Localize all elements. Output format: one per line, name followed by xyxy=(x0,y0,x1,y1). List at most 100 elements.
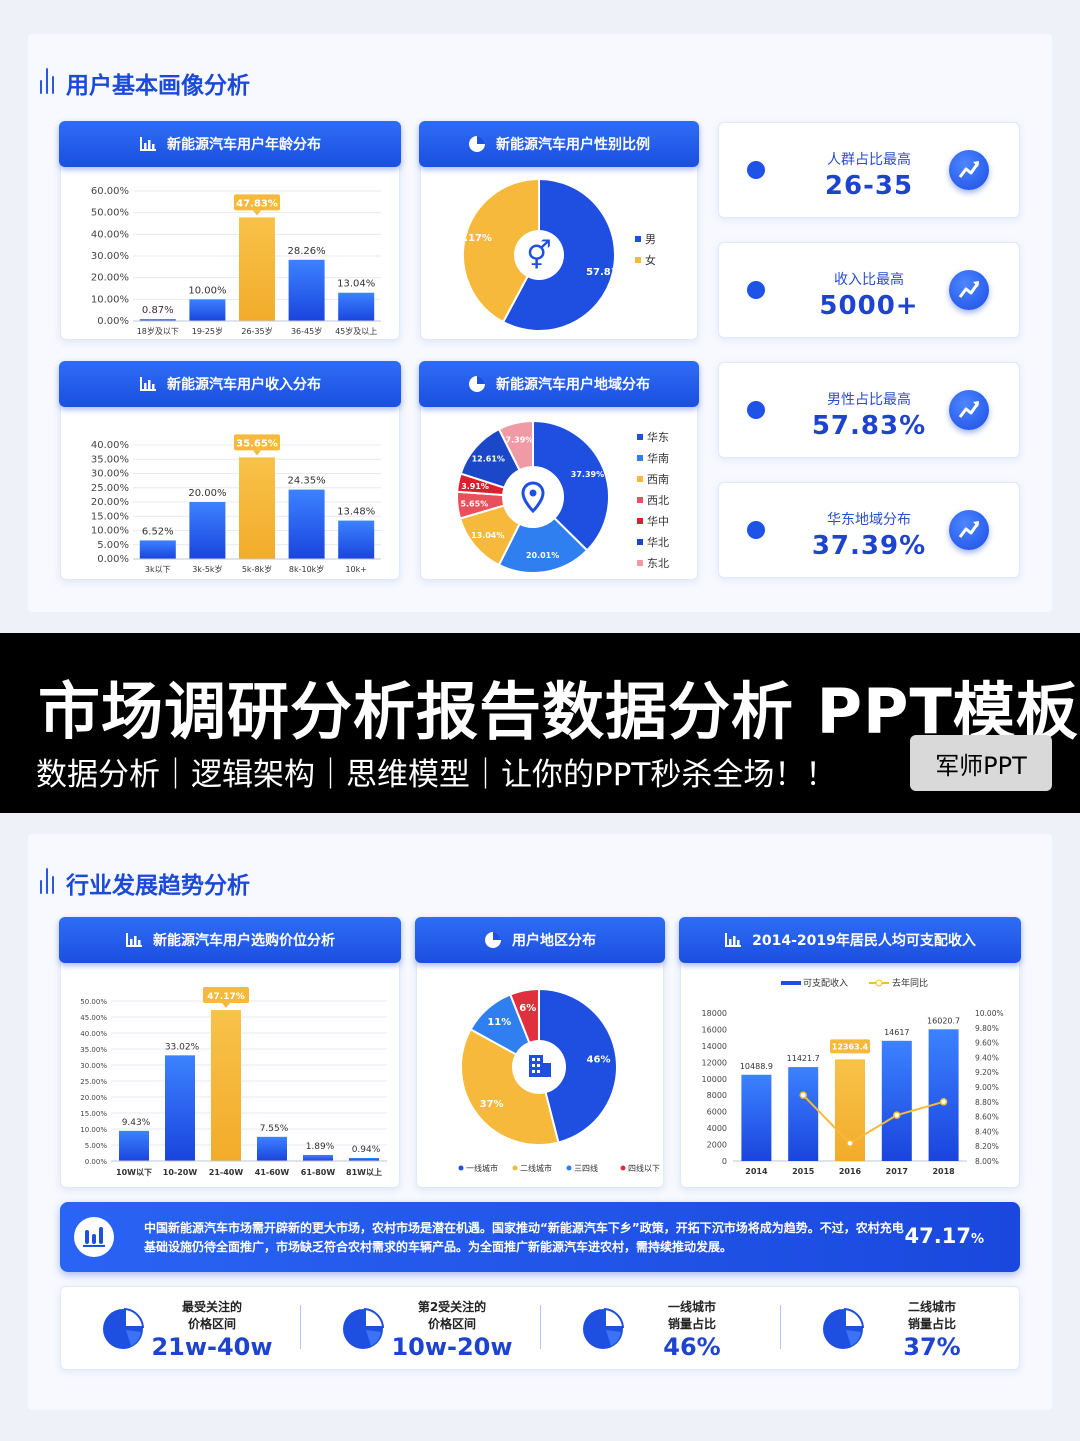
y-tick-label: 0.00% xyxy=(97,554,129,565)
income-chart-card: 新能源汽车用户收入分布 0.00% 5.00% 10.00% 15.00% 20.00%… xyxy=(59,361,401,580)
title-banner: 市场调研分析报告数据分析 PPT模板 数据分析｜逻辑架构｜思维模型｜让你的PPT… xyxy=(0,633,1080,813)
kpi-strip: 最受关注的 价格区间 21w-40w 第2受关注的 价格区间 10w-20w 一线城… xyxy=(60,1286,1020,1370)
legend-label: 华东 xyxy=(647,430,669,444)
x-tick-label: 45岁及以上 xyxy=(335,326,377,336)
location-pin-icon xyxy=(521,481,545,514)
x-tick-label: 10k+ xyxy=(345,565,367,574)
card-title: 新能源汽车用户收入分布 xyxy=(167,377,321,393)
y-tick-label: 25.00% xyxy=(80,1078,107,1086)
kpi-label: 第2受关注的 价格区间 xyxy=(397,1299,507,1333)
age-bar-chart: 0.00% 10.00% 20.00% 30.00% 40.00% 50.00% 60.00… xyxy=(91,186,381,336)
y2-tick-label: 8.20% xyxy=(975,1142,999,1151)
value-label: 16020.7 xyxy=(927,1016,960,1025)
bar xyxy=(257,1136,287,1161)
kpi-line1: 二线城市 xyxy=(907,1300,956,1314)
legend-label: 二线城市 xyxy=(520,1163,552,1173)
legend-swatch xyxy=(620,1165,626,1171)
building-window xyxy=(532,1064,535,1067)
bar xyxy=(788,1067,819,1161)
slice-label: 3.91% xyxy=(461,482,489,491)
pie-slice xyxy=(501,177,616,332)
y-tick-label: 45.00% xyxy=(80,1014,107,1022)
legend-swatch xyxy=(512,1165,518,1171)
bar xyxy=(288,259,325,321)
y-tick-label: 20.00% xyxy=(91,497,129,508)
y-tick-label: 18000 xyxy=(702,1009,727,1018)
legend-label: 女 xyxy=(645,253,656,267)
y2-tick-label: 9.40% xyxy=(975,1053,999,1062)
value-label: 10488.9 xyxy=(740,1062,773,1071)
slice-label: 46% xyxy=(587,1054,611,1065)
summary-text: 中国新能源汽车市场需开辟新的更大市场，农村市场是潜在机遇。国家推动“新能源汽车下… xyxy=(144,1221,904,1254)
card-title: 用户地区分布 xyxy=(512,933,596,949)
stat-card-income: 收入比最高 5000+ xyxy=(718,242,1020,338)
bar xyxy=(189,502,226,559)
card-header: 用户地区分布 xyxy=(415,917,665,963)
stat-label: 收入比最高 xyxy=(834,272,904,288)
bar xyxy=(881,1040,912,1161)
x-tick-label: 3k以下 xyxy=(145,565,171,574)
pie-chart-icon xyxy=(469,136,485,152)
summary-number: 47.17 xyxy=(904,1224,971,1248)
stat-card-age: 人群占比最高 26-35 xyxy=(718,122,1020,218)
value-label: 24.35% xyxy=(288,476,326,487)
disposable-chart-card: 2014-2019年居民人均可支配收入 0 2000 4000 6000 8000 100… xyxy=(679,917,1021,1188)
legend-swatch-bar xyxy=(781,981,801,985)
value-label: 0.94% xyxy=(352,1145,381,1155)
value-label: 10.00% xyxy=(188,285,226,296)
bar xyxy=(741,1074,772,1161)
bar xyxy=(139,319,176,321)
bar xyxy=(239,457,275,559)
section-title: 行业发展趋势分析 xyxy=(66,873,250,899)
slice-label: 6% xyxy=(519,1003,536,1014)
legend-swatch xyxy=(637,455,643,461)
region-pie-chart: 37.39% 20.01% 13.04% 5.65% 3.91% 12.61% 7.39% 华… xyxy=(456,419,669,574)
y-tick-label: 50.00% xyxy=(91,208,129,219)
kpi-line2: 价格区间 xyxy=(187,1317,236,1331)
value-label: 47.17% xyxy=(207,992,245,1002)
y-tick-label: 0.00% xyxy=(97,316,129,327)
section-mark-icon xyxy=(40,60,62,94)
slide-user-profile: 用户基本画像分析 新能源汽车用户年龄分布 0.00% 10.00% 20.00% 30… xyxy=(28,34,1052,612)
value-label: 7.55% xyxy=(260,1124,289,1134)
summary-unit: % xyxy=(970,1232,984,1247)
pie-center xyxy=(517,233,561,277)
yoy-point xyxy=(846,1139,854,1147)
y2-tick-label: 10.00% xyxy=(975,1009,1004,1018)
gender-pie-chart: 57.83% 42.17% 男女 ⚥ xyxy=(450,177,656,332)
x-tick-label: 2018 xyxy=(932,1167,955,1176)
x-tick-label: 10W以下 xyxy=(116,1168,152,1177)
value-label: 33.02% xyxy=(165,1042,200,1052)
legend-label: 西南 xyxy=(647,473,669,486)
city-chart-card: 用户地区分布 46% 37% 11% 6% 一线城市 二线城市 三四线 四线以下 xyxy=(415,917,665,1188)
card-title: 2014-2019年居民人均可支配收入 xyxy=(752,933,976,949)
building-window xyxy=(537,1058,540,1061)
divider xyxy=(780,1305,781,1349)
kpi-label: 最受关注的 价格区间 xyxy=(157,1299,267,1333)
legend-swatch xyxy=(637,476,643,482)
y-tick-label: 40.00% xyxy=(80,1030,107,1038)
y-tick-label: 14000 xyxy=(702,1042,727,1051)
kpi-line2: 销量占比 xyxy=(667,1317,716,1331)
x-tick-label: 2016 xyxy=(839,1167,862,1176)
bullet-dot xyxy=(747,401,765,419)
divider xyxy=(300,1305,301,1349)
income-bar-chart: 0.00% 5.00% 10.00% 15.00% 20.00% 25.00% 30.00%… xyxy=(91,434,381,574)
value-label: 12363.4 xyxy=(832,1042,869,1051)
value-label: 47.83% xyxy=(236,198,278,209)
y-tick-label: 20.00% xyxy=(91,273,129,284)
legend-swatch xyxy=(637,560,643,566)
slice-label: 7.39% xyxy=(506,436,534,445)
brand-button[interactable]: 军师PPT xyxy=(910,735,1052,791)
kpi-line1: 最受关注的 xyxy=(181,1300,242,1314)
x-tick-label: 2014 xyxy=(745,1167,768,1176)
x-tick-label: 81W以上 xyxy=(346,1167,382,1177)
yoy-point xyxy=(893,1111,901,1119)
y2-tick-label: 8.00% xyxy=(975,1157,999,1166)
stat-value: 5000+ xyxy=(819,291,919,321)
bar xyxy=(139,540,176,559)
pie-chart-icon xyxy=(485,932,501,948)
location-pin-dot xyxy=(529,489,537,497)
stat-card-male: 男性占比最高 57.83% xyxy=(718,362,1020,458)
value-label: 14617 xyxy=(884,1028,909,1037)
